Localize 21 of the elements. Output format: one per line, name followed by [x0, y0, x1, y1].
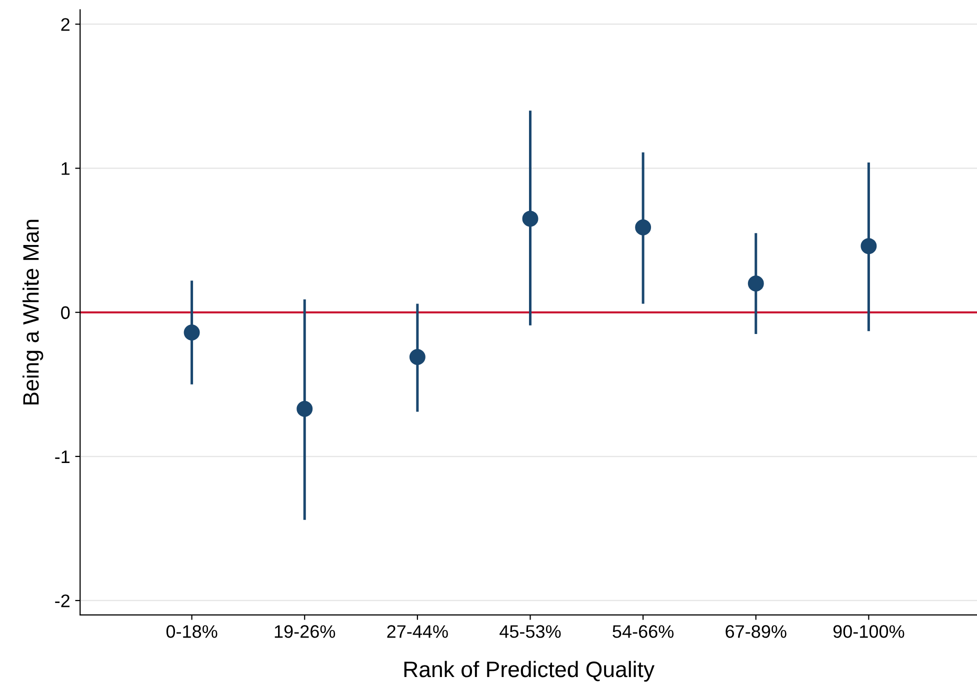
point [409, 349, 426, 366]
point [296, 400, 313, 417]
point [184, 324, 200, 341]
x-tick-label: 54-66% [612, 625, 674, 638]
y-tick-label: -2 [55, 594, 70, 608]
x-tick-label: 0-18% [166, 625, 218, 638]
point [748, 276, 764, 292]
x-tick-label: 19-26% [274, 625, 336, 638]
y-tick-label: -1 [55, 450, 70, 463]
y-tick-label: 0 [61, 306, 70, 320]
y-axis-title: Being a White Man [22, 220, 44, 404]
point [860, 238, 877, 254]
x-axis-title: Rank of Predicted Quality [404, 660, 655, 682]
x-tick-label: 67-89% [726, 625, 786, 638]
point [635, 219, 652, 236]
point [522, 210, 538, 227]
x-tick-label: 27-44% [387, 625, 448, 638]
x-tick-label: 90-100% [833, 625, 904, 638]
y-tick-label: 1 [62, 162, 70, 175]
y-tick-label: 2 [61, 18, 70, 31]
x-tick-label: 45-53% [500, 625, 561, 638]
